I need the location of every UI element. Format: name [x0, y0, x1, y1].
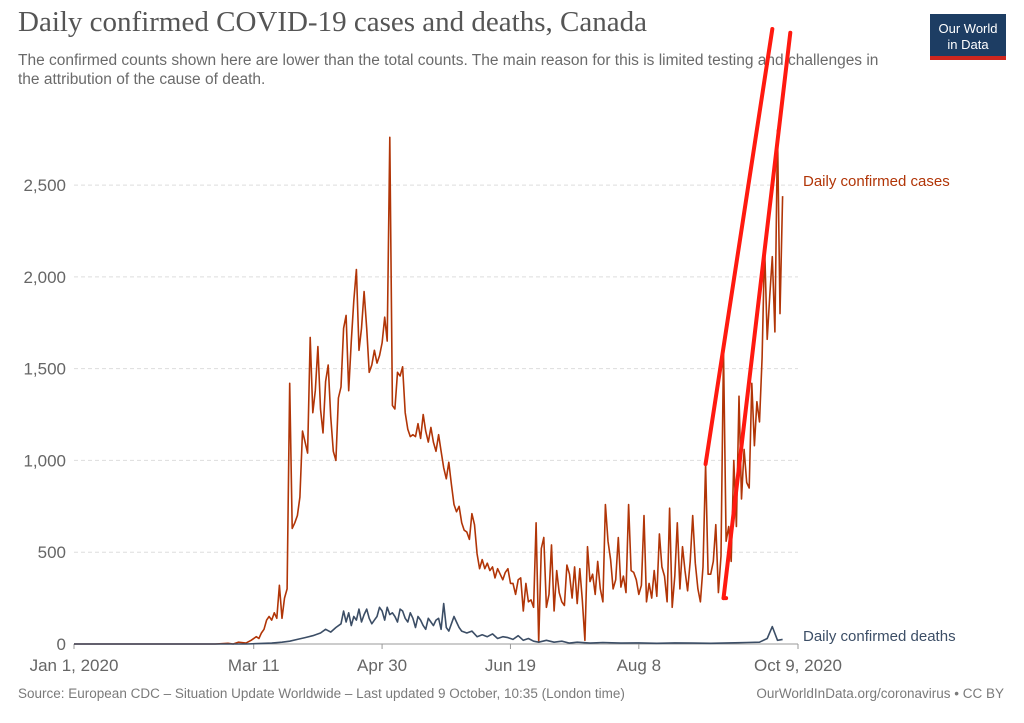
- x-tick-label: Aug 8: [617, 656, 661, 675]
- x-tick-label: Mar 11: [228, 656, 280, 675]
- series-lines: [74, 129, 784, 645]
- y-tick-label: 2,000: [23, 268, 66, 287]
- x-tick-label: Jun 19: [485, 656, 536, 675]
- annotation-lines: [703, 27, 793, 601]
- x-tick-label: Oct 9, 2020: [754, 656, 842, 675]
- chart-subtitle: The confirmed counts shown here are lowe…: [18, 52, 879, 88]
- y-tick-label: 1,000: [23, 451, 66, 470]
- series-label-deaths: Daily confirmed deaths: [803, 628, 956, 645]
- y-axis-ticks: 0 500 1,000 1,500 2,000 2,500: [23, 176, 66, 654]
- y-tick-label: 500: [38, 543, 66, 562]
- x-tick-label: Jan 1, 2020: [30, 656, 119, 675]
- series-line-deaths[interactable]: [74, 602, 783, 645]
- logo-line-2: in Data: [947, 37, 989, 52]
- annotation-line: [703, 27, 775, 467]
- x-axis-ticks: Jan 1, 2020 Mar 11 Apr 30 Jun 19 Aug 8 Oct 9,…: [30, 644, 842, 675]
- owid-logo[interactable]: Our World in Data: [930, 14, 1006, 60]
- series-line-cases[interactable]: [74, 129, 784, 645]
- chart-title: Daily confirmed COVID-19 cases and death…: [18, 6, 647, 38]
- footer-license[interactable]: OurWorldInData.org/coronavirus • CC BY: [756, 686, 1004, 701]
- series-label-cases: Daily confirmed cases: [803, 173, 950, 190]
- x-tick-label: Apr 30: [357, 656, 407, 675]
- logo-line-1: Our World: [938, 21, 998, 36]
- y-tick-label: 2,500: [23, 176, 66, 195]
- footer-source: Source: European CDC – Situation Update …: [18, 686, 625, 701]
- y-tick-label: 0: [57, 635, 66, 654]
- series-labels: Daily confirmed cases Daily confirmed dea…: [803, 173, 956, 645]
- y-tick-label: 1,500: [23, 360, 66, 379]
- annotation-line: [721, 30, 793, 601]
